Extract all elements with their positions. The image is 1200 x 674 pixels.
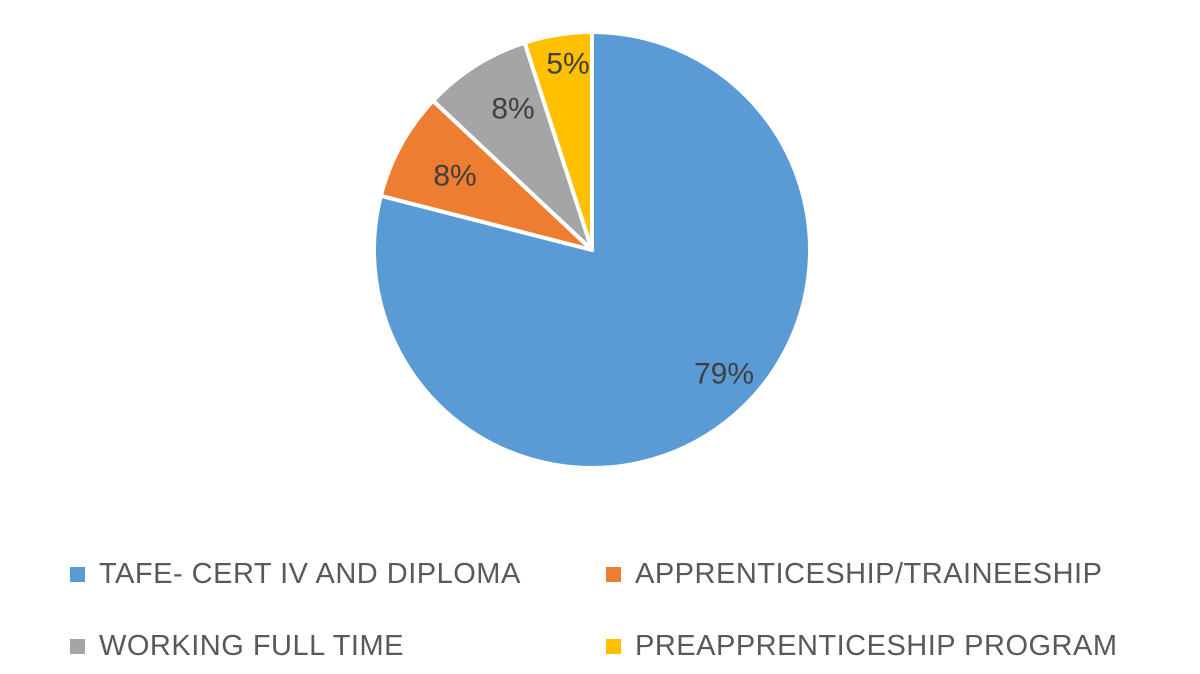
legend-swatch-preapprenticeship [606, 638, 621, 654]
data-label-preapprenticeship: 5% [546, 48, 589, 81]
legend-label-tafe: TAFE- CERT IV AND DIPLOMA [99, 557, 521, 590]
pie-slice-apprenticeship [378, 98, 594, 252]
pie-plot-area: 79% 8% 8% 5% [372, 30, 812, 470]
pie-slice-preapprenticeship [522, 30, 594, 252]
legend-label-preapprenticeship: PREAPPRENTICESHIP PROGRAM [635, 629, 1118, 662]
data-label-apprenticeship: 8% [433, 160, 476, 193]
legend-label-working-full-time: WORKING FULL TIME [99, 629, 404, 662]
pie-slice-working-full-time [431, 40, 594, 252]
legend-item-tafe: TAFE- CERT IV AND DIPLOMA [70, 552, 606, 596]
legend-swatch-apprenticeship [606, 566, 621, 582]
legend-swatch-working-full-time [70, 638, 85, 654]
data-label-tafe: 79% [694, 358, 754, 391]
legend-item-apprenticeship: APPRENTICESHIP/TRAINEESHIP [606, 552, 1126, 596]
data-label-working-full-time: 8% [491, 93, 534, 126]
legend-label-apprenticeship: APPRENTICESHIP/TRAINEESHIP [635, 557, 1103, 590]
legend-item-preapprenticeship: PREAPPRENTICESHIP PROGRAM [606, 624, 1126, 668]
legend-swatch-tafe [70, 566, 85, 582]
chart-legend: TAFE- CERT IV AND DIPLOMA APPRENTICESHIP… [70, 552, 1170, 668]
legend-item-working-full-time: WORKING FULL TIME [70, 624, 606, 668]
